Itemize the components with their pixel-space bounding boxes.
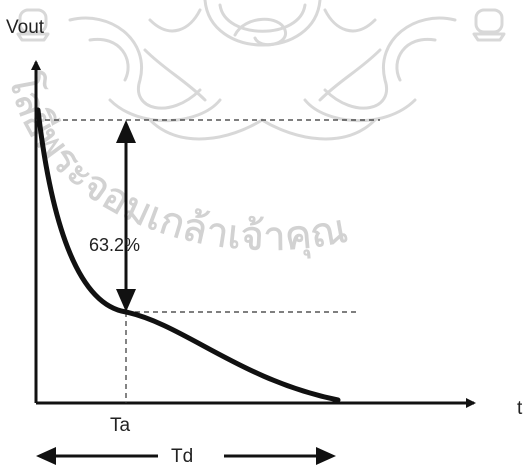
decay-curve [35,107,341,403]
y-axis-label: Vout [6,17,45,38]
ta-label: Ta [110,415,131,436]
watermark: โลยีพระจอมเกล้าเจ้าคุณ [0,0,506,261]
temple-emblem-watermark [16,0,506,141]
td-label: Td [171,446,193,467]
percent-arrow-bottom-icon [116,289,136,312]
td-left-arrowhead-icon [36,447,56,465]
x-axis-label: t [517,398,523,419]
td-right-arrowhead-icon [316,447,336,465]
percent-label: 63.2% [89,235,140,255]
percent-arrow-top-icon [116,120,136,143]
watermark-text: โลยีพระจอมเกล้าเจ้าคุณ [0,68,351,260]
